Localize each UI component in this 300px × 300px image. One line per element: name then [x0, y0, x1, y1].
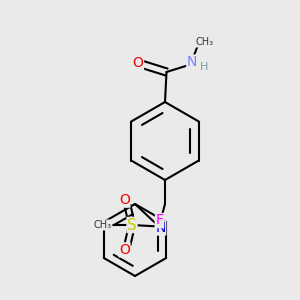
- Text: O: O: [119, 193, 130, 207]
- Text: S: S: [127, 218, 137, 232]
- Text: CH₃: CH₃: [196, 37, 214, 47]
- Text: O: O: [133, 56, 143, 70]
- Text: N: N: [187, 55, 197, 69]
- Text: H: H: [200, 62, 208, 73]
- Text: N: N: [155, 221, 166, 235]
- Text: O: O: [119, 243, 130, 257]
- Text: CH₃: CH₃: [94, 220, 112, 230]
- Text: F: F: [156, 214, 164, 227]
